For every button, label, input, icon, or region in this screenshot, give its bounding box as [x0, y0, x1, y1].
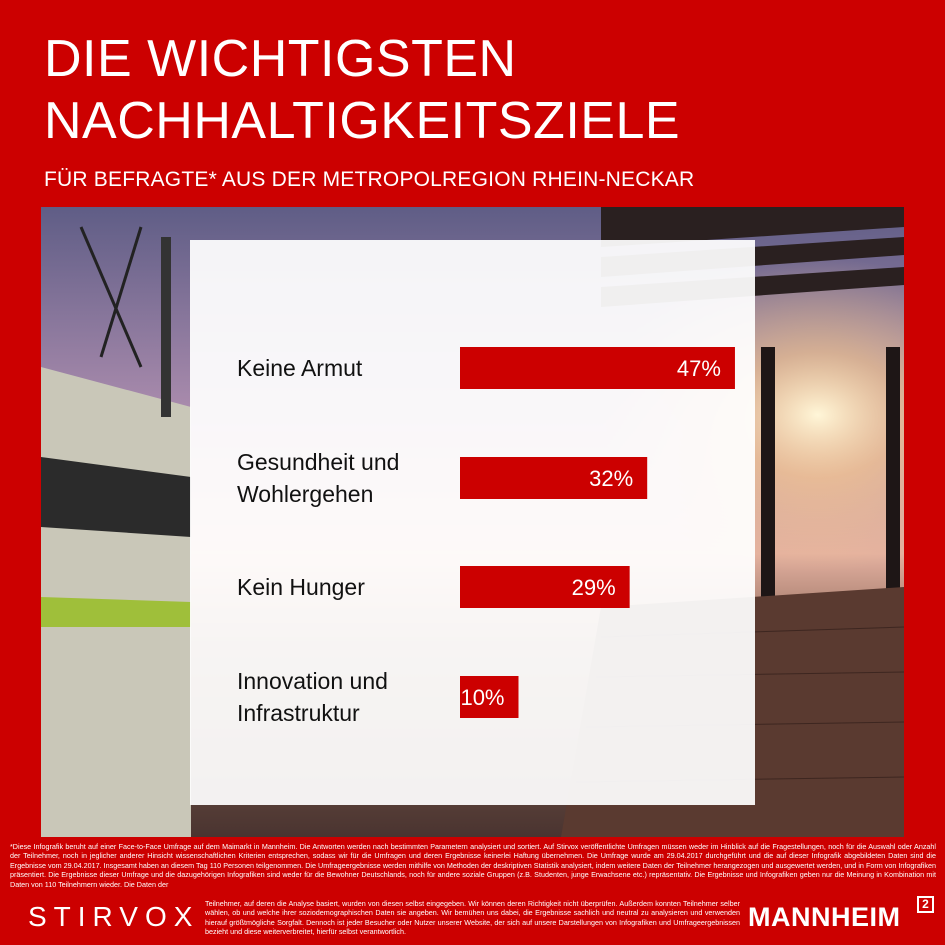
category-label-2: Kein Hunger [237, 574, 365, 600]
bar-value-label-0: 47% [677, 356, 721, 381]
stirvox-logo: STIRVOX [28, 901, 200, 932]
category-label-3: Innovation und Infrastruktur [237, 668, 388, 726]
bar-0 [460, 347, 735, 389]
page-subtitle: FÜR BEFRAGTE* AUS DER METROPOLREGION RHE… [44, 168, 695, 191]
category-label-1: Gesundheit und Wohlergehen [237, 449, 399, 507]
mannheim-logo: MANNHEIM [748, 902, 901, 932]
bar-chart: 47% Keine Armut 32% Gesundheit und Wohlergeh… [237, 347, 735, 726]
title-line-2: NACHHALTIGKEITSZIELE [44, 92, 681, 150]
chart-panel: 47% Keine Armut 32% Gesundheit und Wohlergeh… [190, 240, 755, 805]
category-label-0: Keine Armut [237, 355, 363, 381]
bar-2 [460, 566, 630, 608]
mannheim-logo-square: 2 [917, 896, 934, 913]
page-title: DIE WICHTIGSTEN NACHHALTIGKEITSZIELE [44, 28, 924, 152]
footnote-continuation: Teilnehmer, auf deren die Analyse basier… [205, 899, 740, 937]
bar-3 [460, 676, 519, 718]
bar-value-label-1: 32% [589, 466, 633, 491]
category-label-line: Gesundheit und [237, 449, 399, 475]
category-label-line: Infrastruktur [237, 700, 360, 726]
category-label-line: Innovation und [237, 668, 388, 694]
category-label-line: Keine Armut [237, 355, 363, 381]
bar-1 [460, 457, 648, 499]
footnote: *Diese Infografik beruht auf einer Face-… [10, 842, 936, 889]
category-label-line: Kein Hunger [237, 574, 365, 600]
category-label-line: Wohlergehen [237, 481, 373, 507]
bar-value-label-2: 29% [572, 575, 616, 600]
title-line-1: DIE WICHTIGSTEN [44, 30, 517, 88]
bar-value-label-3: 10% [460, 685, 504, 710]
